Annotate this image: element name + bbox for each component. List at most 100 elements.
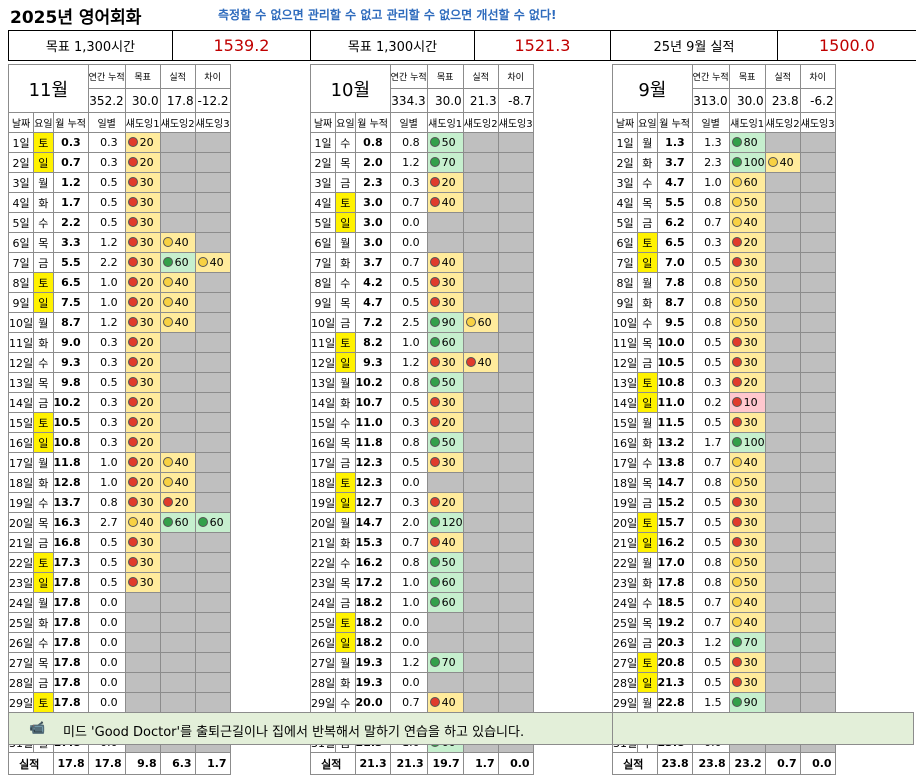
daily-cell[interactable]: 0.0 bbox=[88, 593, 125, 613]
shadowing-2-cell[interactable] bbox=[765, 233, 800, 253]
shadowing-2-cell[interactable] bbox=[765, 633, 800, 653]
monthly-cumulative-cell[interactable]: 18.2 bbox=[355, 593, 390, 613]
date-cell[interactable]: 10일 bbox=[9, 313, 34, 333]
shadowing-3-cell[interactable] bbox=[498, 573, 533, 593]
annual-value[interactable]: 352.2 bbox=[88, 89, 125, 113]
shadowing-3-cell[interactable] bbox=[195, 653, 230, 673]
shadowing-2-cell[interactable] bbox=[463, 493, 498, 513]
shadowing-1-cell[interactable]: 20 bbox=[125, 293, 160, 313]
weekday-cell[interactable]: 월 bbox=[638, 413, 657, 433]
diff-value[interactable]: -12.2 bbox=[195, 89, 230, 113]
shadowing-2-cell[interactable] bbox=[765, 493, 800, 513]
shadowing-2-cell[interactable]: 60 bbox=[160, 513, 195, 533]
daily-cell[interactable]: 1.0 bbox=[390, 333, 427, 353]
shadowing-2-cell[interactable] bbox=[765, 573, 800, 593]
daily-cell[interactable]: 0.5 bbox=[692, 513, 729, 533]
shadowing-2-cell[interactable]: 40 bbox=[160, 233, 195, 253]
shadowing-2-cell[interactable] bbox=[765, 413, 800, 433]
shadowing-2-cell[interactable] bbox=[765, 213, 800, 233]
daily-cell[interactable]: 1.0 bbox=[88, 453, 125, 473]
shadowing-3-cell[interactable] bbox=[195, 533, 230, 553]
weekday-cell[interactable]: 금 bbox=[336, 313, 355, 333]
goal-value-1[interactable]: 1539.2 bbox=[173, 31, 311, 61]
shadowing-1-cell[interactable]: 50 bbox=[729, 553, 765, 573]
date-cell[interactable]: 7일 bbox=[9, 253, 34, 273]
weekday-cell[interactable]: 월 bbox=[638, 553, 657, 573]
monthly-cumulative-cell[interactable]: 17.3 bbox=[53, 553, 88, 573]
shadowing-1-cell[interactable]: 50 bbox=[427, 133, 463, 153]
total-cell[interactable]: 23.2 bbox=[729, 753, 765, 775]
shadowing-2-cell[interactable] bbox=[463, 693, 498, 713]
date-cell[interactable]: 7일 bbox=[613, 253, 638, 273]
weekday-cell[interactable]: 일 bbox=[336, 353, 355, 373]
monthly-cumulative-cell[interactable]: 3.3 bbox=[53, 233, 88, 253]
shadowing-3-cell[interactable] bbox=[498, 673, 533, 693]
monthly-cumulative-cell[interactable]: 17.8 bbox=[657, 573, 692, 593]
shadowing-1-cell[interactable] bbox=[125, 673, 160, 693]
date-cell[interactable]: 15일 bbox=[311, 413, 336, 433]
date-cell[interactable]: 21일 bbox=[9, 533, 34, 553]
shadowing-3-cell[interactable] bbox=[498, 393, 533, 413]
date-cell[interactable]: 23일 bbox=[311, 573, 336, 593]
shadowing-3-cell[interactable] bbox=[195, 393, 230, 413]
shadowing-1-cell[interactable]: 50 bbox=[729, 193, 765, 213]
daily-cell[interactable]: 0.3 bbox=[390, 173, 427, 193]
weekday-cell[interactable]: 월 bbox=[34, 593, 53, 613]
shadowing-1-cell[interactable]: 30 bbox=[125, 233, 160, 253]
shadowing-2-cell[interactable] bbox=[463, 373, 498, 393]
shadowing-3-cell[interactable]: 60 bbox=[195, 513, 230, 533]
daily-cell[interactable]: 0.3 bbox=[88, 333, 125, 353]
weekday-cell[interactable]: 목 bbox=[638, 193, 657, 213]
shadowing-1-cell[interactable] bbox=[125, 693, 160, 713]
shadowing-3-cell[interactable] bbox=[800, 253, 835, 273]
shadowing-2-cell[interactable] bbox=[463, 333, 498, 353]
shadowing-2-cell[interactable] bbox=[765, 593, 800, 613]
goal-label-2[interactable]: 목표 1,300시간 bbox=[311, 31, 475, 61]
monthly-cumulative-cell[interactable]: 9.0 bbox=[53, 333, 88, 353]
date-cell[interactable]: 14일 bbox=[9, 393, 34, 413]
monthly-cumulative-cell[interactable]: 2.3 bbox=[355, 173, 390, 193]
weekday-cell[interactable]: 화 bbox=[638, 293, 657, 313]
shadowing-3-cell[interactable] bbox=[498, 653, 533, 673]
shadowing-2-cell[interactable]: 40 bbox=[160, 273, 195, 293]
weekday-cell[interactable]: 금 bbox=[638, 633, 657, 653]
shadowing-1-cell[interactable]: 40 bbox=[427, 193, 463, 213]
daily-cell[interactable]: 0.7 bbox=[692, 613, 729, 633]
daily-cell[interactable]: 1.0 bbox=[390, 573, 427, 593]
daily-cell[interactable]: 0.8 bbox=[390, 373, 427, 393]
shadowing-2-cell[interactable]: 40 bbox=[160, 473, 195, 493]
monthly-cumulative-cell[interactable]: 3.0 bbox=[355, 193, 390, 213]
monthly-cumulative-cell[interactable]: 10.2 bbox=[355, 373, 390, 393]
shadowing-3-cell[interactable] bbox=[498, 373, 533, 393]
date-cell[interactable]: 5일 bbox=[311, 213, 336, 233]
date-cell[interactable]: 2일 bbox=[311, 153, 336, 173]
shadowing-2-cell[interactable] bbox=[765, 333, 800, 353]
daily-cell[interactable]: 1.2 bbox=[88, 233, 125, 253]
shadowing-1-cell[interactable]: 30 bbox=[125, 253, 160, 273]
monthly-cumulative-cell[interactable]: 17.8 bbox=[53, 573, 88, 593]
shadowing-1-cell[interactable] bbox=[427, 473, 463, 493]
shadowing-1-cell[interactable]: 50 bbox=[729, 293, 765, 313]
shadowing-3-cell[interactable] bbox=[498, 353, 533, 373]
shadowing-1-cell[interactable]: 30 bbox=[427, 293, 463, 313]
weekday-cell[interactable]: 토 bbox=[638, 373, 657, 393]
weekday-cell[interactable]: 수 bbox=[336, 133, 355, 153]
daily-cell[interactable]: 0.0 bbox=[390, 633, 427, 653]
shadowing-1-cell[interactable]: 30 bbox=[427, 353, 463, 373]
shadowing-3-cell[interactable] bbox=[195, 133, 230, 153]
shadowing-2-cell[interactable] bbox=[160, 433, 195, 453]
shadowing-2-cell[interactable] bbox=[463, 153, 498, 173]
weekday-cell[interactable]: 화 bbox=[638, 153, 657, 173]
date-cell[interactable]: 9일 bbox=[9, 293, 34, 313]
daily-cell[interactable]: 0.5 bbox=[88, 573, 125, 593]
monthly-cumulative-cell[interactable]: 9.5 bbox=[657, 313, 692, 333]
shadowing-1-cell[interactable]: 50 bbox=[729, 313, 765, 333]
shadowing-2-cell[interactable] bbox=[765, 693, 800, 713]
weekday-cell[interactable]: 토 bbox=[34, 413, 53, 433]
weekday-cell[interactable]: 일 bbox=[638, 253, 657, 273]
shadowing-2-cell[interactable] bbox=[160, 373, 195, 393]
daily-cell[interactable]: 1.2 bbox=[390, 153, 427, 173]
shadowing-2-cell[interactable] bbox=[160, 153, 195, 173]
monthly-cumulative-cell[interactable]: 17.2 bbox=[355, 573, 390, 593]
monthly-cumulative-cell[interactable]: 10.0 bbox=[657, 333, 692, 353]
